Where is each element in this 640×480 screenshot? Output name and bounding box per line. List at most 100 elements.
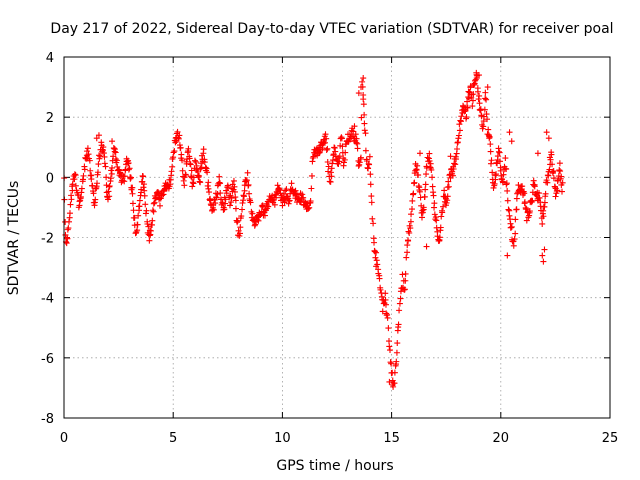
data-point bbox=[467, 83, 474, 90]
data-point bbox=[483, 96, 490, 103]
data-point bbox=[105, 188, 112, 195]
data-point bbox=[473, 75, 480, 82]
data-point bbox=[142, 201, 149, 208]
data-point bbox=[495, 148, 502, 155]
data-point bbox=[487, 148, 494, 155]
data-point bbox=[232, 197, 239, 204]
data-point bbox=[366, 153, 373, 160]
data-point bbox=[403, 254, 410, 261]
plot-frame bbox=[63, 56, 611, 419]
data-point bbox=[87, 167, 94, 174]
data-point bbox=[385, 325, 392, 332]
data-point bbox=[506, 207, 513, 214]
data-point bbox=[94, 180, 101, 187]
data-point bbox=[408, 206, 415, 213]
data-point bbox=[192, 158, 199, 165]
data-point bbox=[415, 172, 422, 179]
data-point bbox=[455, 132, 462, 139]
y-tick-label: 4 bbox=[46, 51, 54, 66]
data-point bbox=[540, 258, 547, 265]
data-point bbox=[387, 359, 394, 366]
data-points bbox=[61, 69, 566, 390]
data-point bbox=[504, 187, 511, 194]
data-point bbox=[231, 188, 238, 195]
data-point bbox=[216, 179, 223, 186]
data-point bbox=[409, 197, 416, 204]
data-point bbox=[475, 72, 482, 79]
data-point bbox=[405, 237, 412, 244]
data-point bbox=[293, 192, 300, 199]
data-point bbox=[414, 162, 421, 169]
data-point bbox=[512, 216, 519, 223]
data-point bbox=[338, 135, 345, 142]
data-point bbox=[179, 157, 186, 164]
data-point bbox=[503, 181, 510, 188]
data-point bbox=[357, 154, 364, 161]
data-point bbox=[393, 349, 400, 356]
data-point bbox=[494, 153, 501, 160]
data-point bbox=[476, 92, 483, 99]
data-point bbox=[550, 175, 557, 182]
data-point bbox=[401, 286, 408, 293]
data-point bbox=[180, 177, 187, 184]
data-point bbox=[276, 187, 283, 194]
data-point bbox=[265, 203, 272, 210]
data-point bbox=[362, 147, 369, 154]
data-point bbox=[554, 177, 561, 184]
chart-title: Day 217 of 2022, Sidereal Day-to-day VTE… bbox=[50, 21, 613, 37]
data-point bbox=[528, 199, 535, 206]
data-point bbox=[321, 139, 328, 146]
data-point bbox=[505, 206, 512, 213]
data-point bbox=[182, 171, 189, 178]
data-point bbox=[376, 275, 383, 282]
data-point bbox=[69, 181, 76, 188]
data-point bbox=[431, 200, 438, 207]
data-point bbox=[458, 113, 465, 120]
data-point bbox=[422, 186, 429, 193]
data-point bbox=[127, 174, 134, 181]
data-point bbox=[169, 163, 176, 170]
data-point bbox=[355, 162, 362, 169]
data-point bbox=[141, 187, 148, 194]
data-point bbox=[325, 163, 332, 170]
data-point bbox=[279, 202, 286, 209]
data-point bbox=[328, 173, 335, 180]
data-point bbox=[396, 307, 403, 314]
x-axis-label: GPS time / hours bbox=[276, 458, 393, 474]
data-point bbox=[141, 192, 148, 199]
data-point bbox=[500, 171, 507, 178]
data-point bbox=[271, 201, 278, 208]
data-point bbox=[552, 193, 559, 200]
data-point bbox=[239, 200, 246, 207]
data-point bbox=[226, 202, 233, 209]
data-point bbox=[305, 205, 312, 212]
data-point bbox=[203, 165, 210, 172]
data-point bbox=[544, 179, 551, 186]
data-point bbox=[101, 153, 108, 160]
data-point bbox=[373, 249, 380, 256]
data-point bbox=[204, 169, 211, 176]
data-point bbox=[336, 153, 343, 160]
y-tick-label: 2 bbox=[46, 111, 54, 126]
data-point bbox=[293, 191, 300, 198]
data-point bbox=[503, 180, 510, 187]
data-point bbox=[286, 197, 293, 204]
data-point bbox=[508, 138, 515, 145]
data-point bbox=[176, 132, 183, 139]
data-point bbox=[67, 201, 74, 208]
data-point bbox=[445, 183, 452, 190]
data-point bbox=[237, 224, 244, 231]
data-point bbox=[424, 154, 431, 161]
data-point bbox=[557, 168, 564, 175]
data-point bbox=[539, 220, 546, 227]
data-point bbox=[143, 207, 150, 214]
data-point bbox=[353, 135, 360, 142]
data-point bbox=[421, 193, 428, 200]
data-point bbox=[497, 158, 504, 165]
data-point bbox=[355, 90, 362, 97]
data-point bbox=[286, 198, 293, 205]
data-point bbox=[309, 154, 316, 161]
data-point bbox=[359, 78, 366, 85]
data-point bbox=[469, 103, 476, 110]
y-tick-label: -8 bbox=[41, 412, 54, 427]
